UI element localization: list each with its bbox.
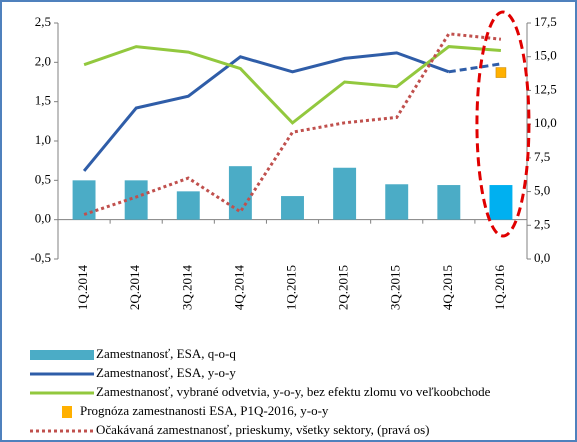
x-tick-label: 4Q.2015 (440, 265, 455, 310)
bar (72, 180, 96, 220)
dotted-line (83, 32, 502, 216)
y2-tick-label: 0,0 (534, 250, 550, 265)
x-tick-label: 2Q.2015 (336, 265, 351, 310)
x-tick-label: 3Q.2014 (179, 265, 194, 311)
bar (228, 166, 252, 220)
line-dashed (448, 62, 502, 74)
x-tick-label: 4Q.2014 (231, 265, 246, 311)
x-tick-label: 1Q.2015 (283, 265, 298, 310)
y-tick-label: 2,0 (35, 53, 51, 68)
legend-label: Prognóza zamestnanosti ESA, P1Q-2016, y-… (80, 403, 329, 418)
y2-tick-label: 15,0 (534, 48, 557, 63)
bar (489, 185, 513, 220)
highlight-ellipse (475, 10, 531, 238)
bar (281, 196, 304, 220)
y2-tick-label: 7,5 (534, 149, 550, 164)
x-tick-label: 3Q.2015 (388, 265, 403, 310)
bar (385, 184, 409, 220)
y-tick-label: 0,0 (35, 211, 51, 226)
y-tick-label: 1,0 (35, 132, 51, 147)
bar (437, 185, 461, 220)
x-tick-label: 1Q.2014 (75, 265, 90, 311)
line (83, 45, 502, 125)
y2-tick-label: 17,5 (534, 14, 557, 29)
y-tick-label: 0,5 (35, 171, 51, 186)
y2-tick-label: 5,0 (534, 183, 550, 198)
y2-tick-label: 10,0 (534, 115, 557, 130)
legend-swatch (62, 406, 72, 418)
y-tick-label: 2,5 (35, 14, 51, 29)
bar (333, 167, 357, 220)
x-tick-label: 1Q.2016 (492, 265, 507, 311)
line (82, 51, 450, 172)
y2-tick-label: 2,5 (534, 216, 550, 231)
legend-label: Očakávaná zamestnanosť, prieskumy, všetk… (96, 422, 429, 437)
legend-label: Zamestnanosť, vybrané odvetvia, y-o-y, b… (96, 384, 491, 399)
legend-label: Zamestnanosť, ESA, q-o-q (96, 346, 236, 361)
x-tick-label: 2Q.2014 (127, 265, 142, 311)
legend-label: Zamestnanosť, ESA, y-o-y (96, 365, 236, 380)
marker (495, 67, 507, 78)
bar (176, 191, 200, 220)
bar (124, 180, 148, 220)
y2-tick-label: 12,5 (534, 81, 557, 96)
y-tick-label: -0,5 (30, 250, 51, 265)
legend-swatch (30, 350, 94, 360)
y-tick-label: 1,5 (35, 93, 51, 108)
